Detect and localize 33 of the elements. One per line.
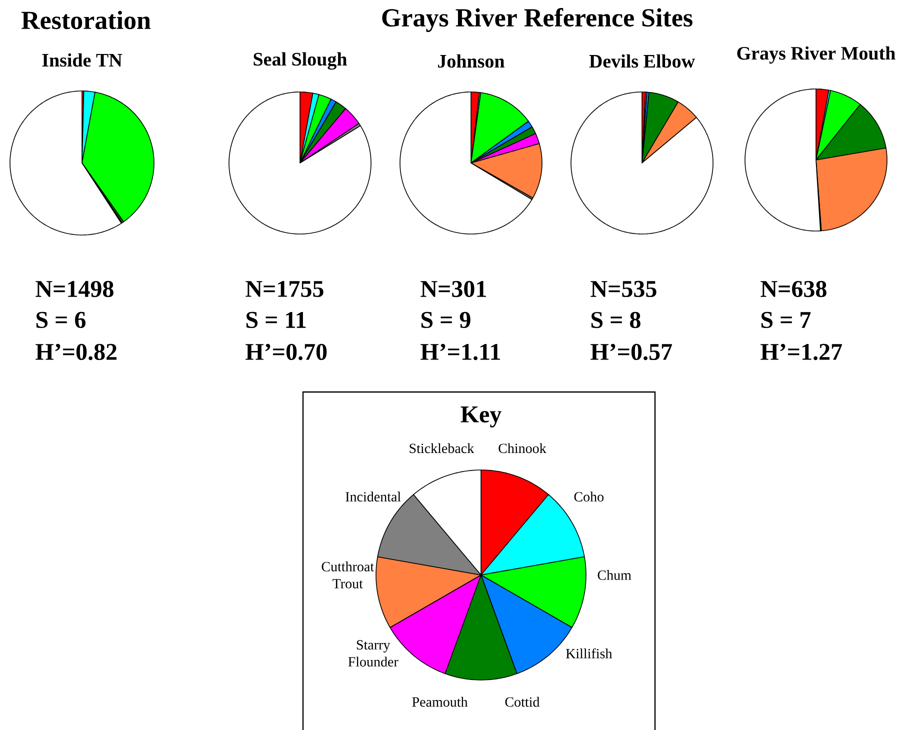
chart-title: Grays River Mouth [737, 46, 896, 64]
text: H’=1.27 [760, 344, 842, 360]
text: H’=0.57 [590, 344, 672, 360]
slice-label: Cottid [505, 696, 540, 707]
text: S = 11 [246, 312, 306, 328]
slice-label: Chum [598, 570, 632, 580]
text: S = 7 [761, 312, 811, 328]
text: S = 6 [36, 312, 86, 328]
slice-label: Chinook [498, 443, 546, 454]
text: S = 8 [591, 312, 640, 328]
slice-label: Coho [574, 492, 604, 502]
text: N=1755 [246, 280, 324, 298]
text: S = 9 [421, 312, 470, 328]
chart-title: Key [460, 406, 502, 428]
text: H’=1.11 [420, 344, 500, 360]
text: H’=0.82 [36, 344, 117, 360]
text: N=535 [590, 280, 656, 298]
chart-title: Seal Slough [254, 52, 347, 70]
slice-label: Cutthroat Trout [322, 562, 374, 588]
chart-title: Johnson [438, 54, 504, 68]
text: H’=0.70 [246, 344, 327, 360]
chart-title: Inside TN [42, 53, 122, 67]
slice-label: Incidental [346, 492, 401, 502]
text: Grays River Reference Sites [382, 8, 692, 32]
text: N=1498 [36, 280, 114, 298]
slice-label: Stickleback [410, 443, 474, 454]
text: N=301 [420, 280, 486, 298]
chart-title: Devils Elbow [589, 54, 695, 68]
text: N=638 [760, 280, 826, 298]
category-label: Peamouth [412, 696, 468, 707]
slice-label: Starry Flounder [348, 640, 398, 667]
slice-label: Killifish [566, 648, 612, 658]
text: Restoration [21, 10, 151, 30]
